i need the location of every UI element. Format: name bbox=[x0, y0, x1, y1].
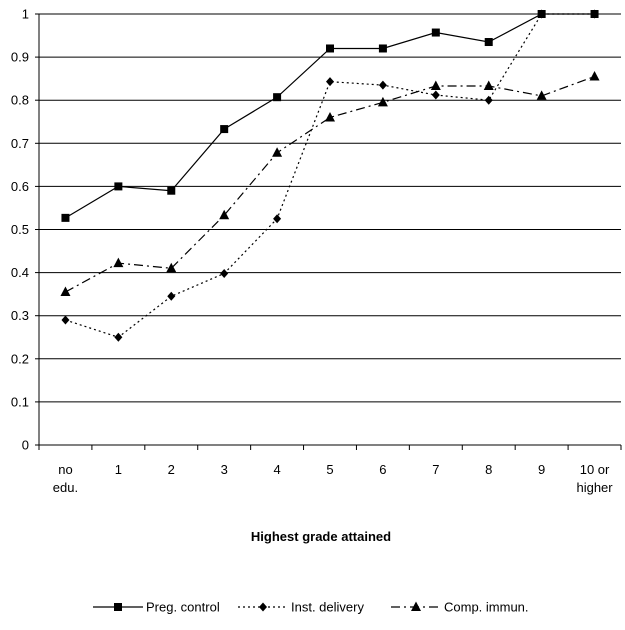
legend-marker bbox=[259, 602, 267, 612]
series-line-comp-immun bbox=[65, 75, 595, 293]
data-point-preg-control bbox=[326, 44, 334, 53]
data-point-comp-immun bbox=[430, 80, 441, 90]
data-point-comp-immun bbox=[536, 90, 547, 100]
y-tick-label: 0.1 bbox=[11, 394, 29, 409]
x-tick-label: 5 bbox=[326, 462, 333, 477]
data-point-comp-immun bbox=[589, 70, 600, 81]
legend-label: Inst. delivery bbox=[291, 600, 364, 615]
legend-marker bbox=[411, 601, 421, 611]
x-tick-label: 10 or higher bbox=[576, 462, 613, 495]
data-point-comp-immun bbox=[60, 286, 71, 296]
data-point-inst-delivery bbox=[537, 9, 546, 19]
data-point-preg-control bbox=[220, 125, 229, 134]
series-markers bbox=[60, 9, 600, 342]
data-point-comp-immun bbox=[272, 147, 283, 157]
legend: Preg. control Inst. delivery Comp. immun. bbox=[93, 600, 529, 615]
y-tick-label: 0.2 bbox=[11, 351, 29, 366]
data-point-preg-control bbox=[273, 93, 282, 102]
legend-item-comp-immun: Comp. immun. bbox=[391, 600, 529, 615]
x-tick-labels: no edu. 1 2 3 4 5 6 7 8 9 10 or higher bbox=[53, 462, 613, 495]
data-point-inst-delivery bbox=[61, 315, 70, 325]
data-point-inst-delivery bbox=[431, 90, 440, 100]
x-tick-label: 9 bbox=[538, 462, 545, 477]
data-point-inst-delivery bbox=[484, 95, 493, 105]
data-point-inst-delivery bbox=[326, 77, 334, 87]
axes bbox=[35, 13, 622, 450]
data-point-inst-delivery bbox=[167, 291, 176, 301]
data-point-preg-control bbox=[167, 186, 176, 195]
y-tick-label: 0.3 bbox=[11, 308, 29, 323]
legend-marker bbox=[114, 603, 122, 611]
data-point-preg-control bbox=[431, 28, 440, 37]
y-tick-label: 0.7 bbox=[11, 136, 29, 151]
x-tick-label: 6 bbox=[379, 462, 386, 477]
legend-label: Comp. immun. bbox=[444, 600, 529, 615]
data-point-preg-control bbox=[114, 182, 123, 191]
x-tick-label: no edu. bbox=[53, 462, 78, 495]
data-point-preg-control bbox=[378, 44, 387, 53]
x-tick-label: 2 bbox=[168, 462, 175, 477]
legend-label: Preg. control bbox=[146, 600, 220, 615]
y-tick-label: 0.8 bbox=[11, 93, 29, 108]
data-point-comp-immun bbox=[219, 209, 230, 220]
y-tick-label: 0.4 bbox=[11, 265, 29, 280]
legend-item-inst-delivery: Inst. delivery bbox=[238, 600, 364, 615]
y-tick-label: 0 bbox=[22, 438, 29, 453]
legend-item-preg-control: Preg. control bbox=[93, 600, 220, 615]
y-tick-labels: 0 0.1 0.2 0.3 0.4 0.5 0.6 0.7 0.8 0.9 1 bbox=[11, 7, 29, 453]
data-point-preg-control bbox=[61, 213, 70, 222]
data-point-inst-delivery bbox=[378, 80, 387, 90]
x-axis-title: Highest grade attained bbox=[251, 529, 391, 544]
x-tick-label: 3 bbox=[221, 462, 228, 477]
data-point-inst-delivery bbox=[590, 9, 599, 19]
series-lines bbox=[65, 13, 595, 338]
gridlines bbox=[39, 13, 621, 446]
y-tick-label: 0.6 bbox=[11, 179, 29, 194]
data-point-inst-delivery bbox=[114, 332, 123, 342]
x-tick-label: 1 bbox=[115, 462, 122, 477]
data-point-comp-immun bbox=[113, 257, 124, 268]
data-point-inst-delivery bbox=[273, 214, 282, 224]
data-point-comp-immun bbox=[483, 80, 494, 90]
x-tick-label: 4 bbox=[273, 462, 280, 477]
data-point-inst-delivery bbox=[220, 268, 229, 278]
data-point-comp-immun bbox=[166, 262, 177, 273]
y-tick-label: 0.5 bbox=[11, 222, 29, 237]
y-tick-label: 0.9 bbox=[11, 50, 29, 65]
series-line-inst-delivery bbox=[65, 13, 595, 338]
x-tick-label: 8 bbox=[485, 462, 492, 477]
data-point-comp-immun bbox=[377, 96, 388, 107]
data-point-preg-control bbox=[484, 38, 493, 47]
y-tick-label: 1 bbox=[22, 7, 29, 22]
x-tick-label: 7 bbox=[432, 462, 439, 477]
data-point-comp-immun bbox=[325, 111, 335, 122]
